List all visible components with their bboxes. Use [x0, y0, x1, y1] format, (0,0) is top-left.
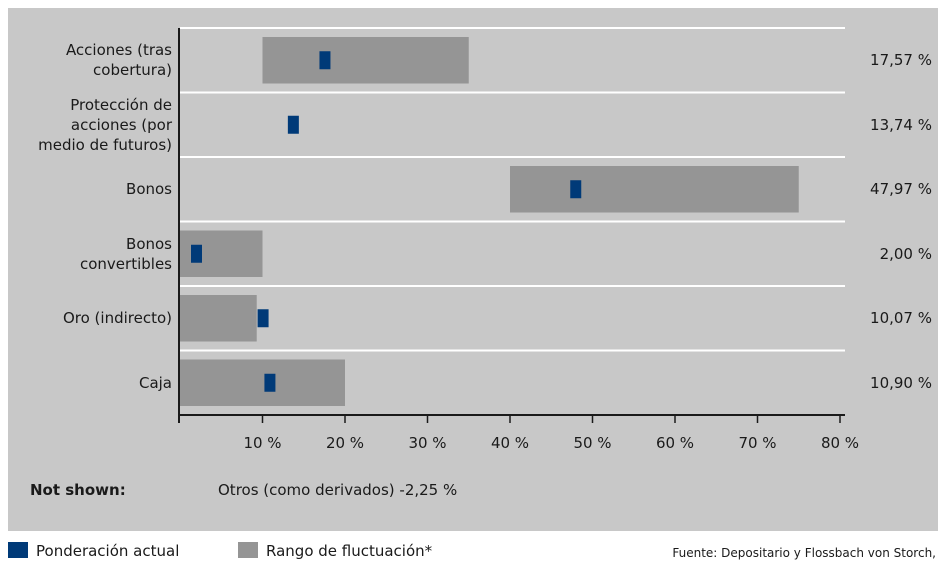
- x-tick-label-40: 40 %: [490, 434, 530, 452]
- range-bar-0: [262, 37, 469, 84]
- value-label-4: 10,07 %: [870, 309, 932, 328]
- x-tick-label-30: 30 %: [408, 434, 447, 452]
- value-label-1: 13,74 %: [870, 115, 932, 134]
- legend-item-range: Rango de fluctuación*: [238, 542, 432, 560]
- value-label-0: 17,57 %: [870, 51, 932, 70]
- category-label-1: Protección de acciones (por medio de fut…: [38, 95, 172, 154]
- current-marker-3: [191, 244, 202, 263]
- current-marker-2: [570, 180, 582, 199]
- legend-item-current: Ponderación actual: [8, 542, 179, 560]
- not-shown-text: Otros (como derivados) -2,25 %: [218, 481, 458, 499]
- current-marker-4: [257, 309, 269, 328]
- current-marker-1: [287, 115, 299, 134]
- category-label-5: Caja: [138, 373, 172, 392]
- x-tick-label-10: 10 %: [243, 434, 282, 452]
- current-marker-0: [319, 51, 331, 70]
- legend-label-range: Rango de fluctuación*: [266, 542, 433, 560]
- category-label-2: Bonos: [126, 180, 172, 199]
- x-tick-label-80: 80 %: [820, 434, 860, 452]
- x-tick-label-70: 70 %: [738, 434, 777, 452]
- value-label-2: 47,97 %: [870, 180, 932, 199]
- value-label-5: 10,90 %: [870, 373, 932, 392]
- x-tick-label-60: 60 %: [655, 434, 695, 452]
- range-bar-4: [180, 295, 257, 342]
- legend-swatch-range: [238, 542, 258, 558]
- x-tick-label-20: 20 %: [325, 434, 365, 452]
- category-label-4: Oro (indirecto): [62, 309, 172, 328]
- x-tick-label-50: 50 %: [573, 434, 612, 452]
- category-label-0: Acciones (tras cobertura): [65, 41, 172, 80]
- source-note: Fuente: Depositario y Flossbach von Stor…: [672, 546, 936, 560]
- value-label-3: 2,00 %: [879, 244, 932, 263]
- range-bar-2: [510, 166, 799, 213]
- range-bar-5: [180, 359, 345, 406]
- not-shown-label: Not shown:: [30, 481, 126, 499]
- legend-swatch-current: [8, 542, 28, 558]
- legend-label-current: Ponderación actual: [36, 542, 180, 560]
- current-marker-5: [264, 373, 276, 392]
- category-label-3: Bonos convertibles: [80, 234, 172, 273]
- chart-panel: [8, 8, 938, 531]
